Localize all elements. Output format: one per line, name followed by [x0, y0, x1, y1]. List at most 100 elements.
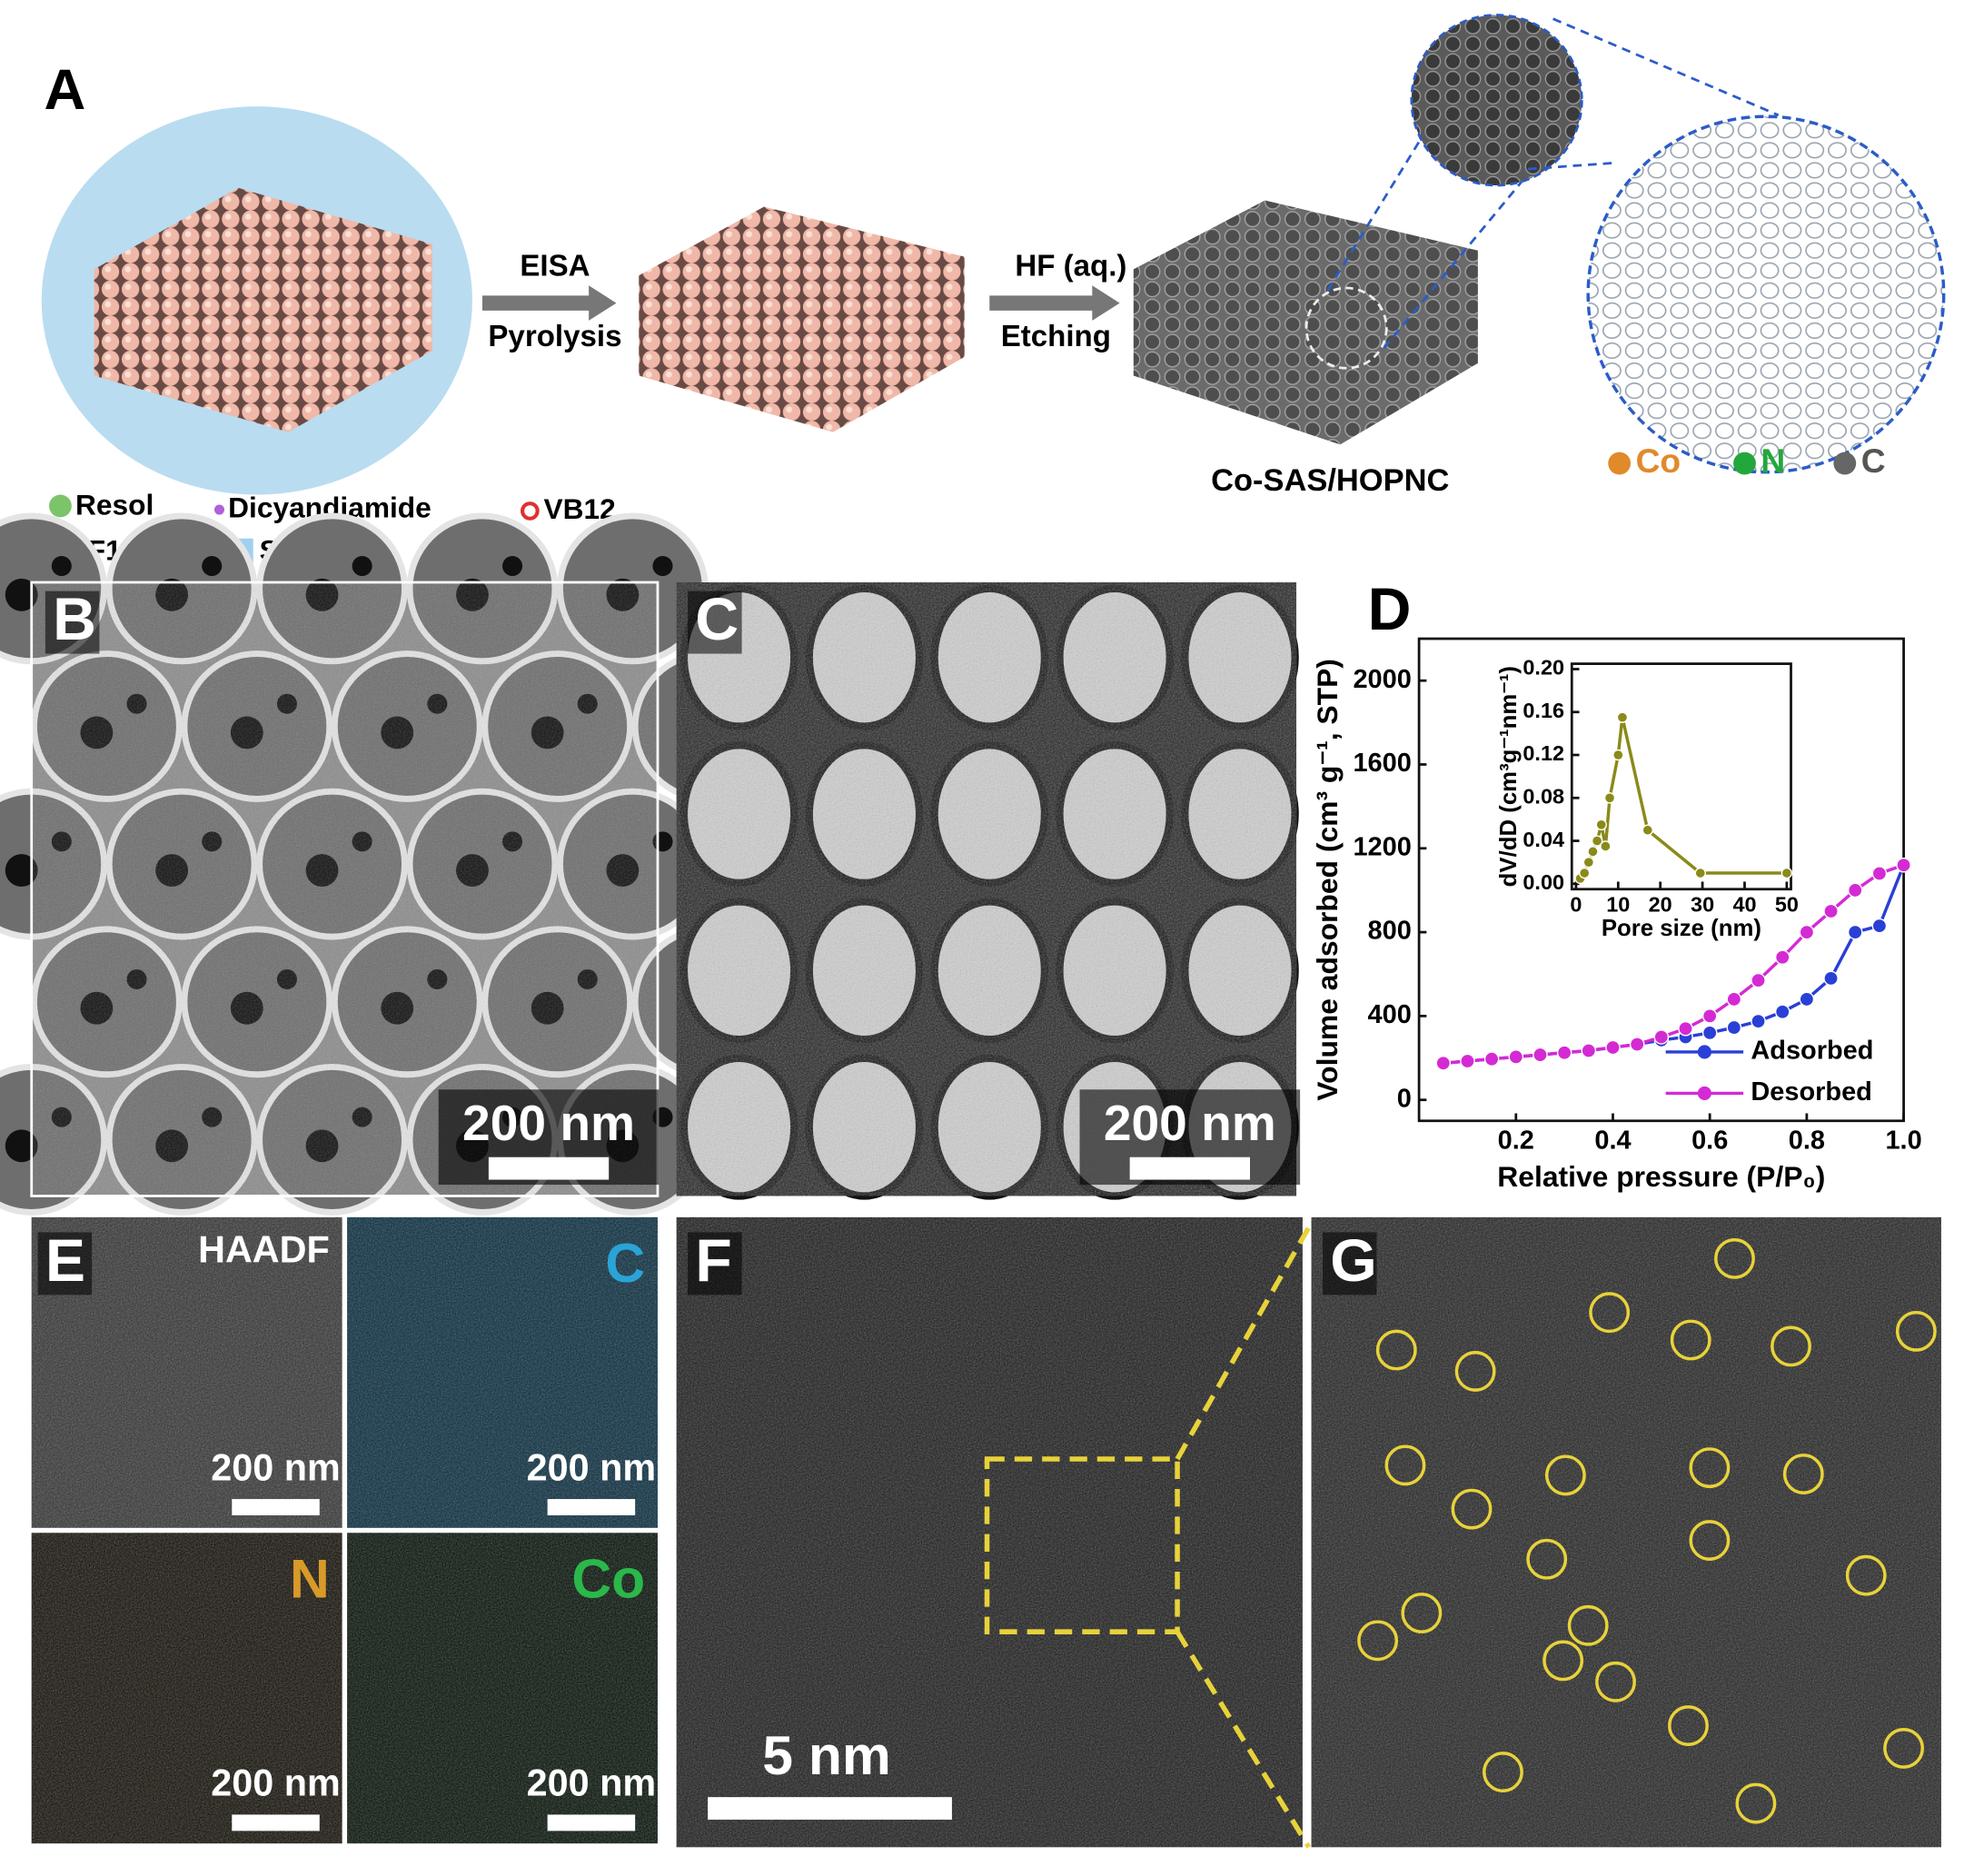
- data-point: [1508, 1049, 1524, 1065]
- map-title: HAADF: [198, 1228, 330, 1270]
- x-tick-label: 1.0: [1885, 1127, 1921, 1156]
- window: [5, 854, 38, 887]
- y-axis-label: Volume adsorbed (cm³ g⁻¹, STP): [1311, 659, 1344, 1101]
- panel-f: 5 nm F: [676, 1216, 1312, 1849]
- x-tick-label: 10: [1606, 893, 1630, 917]
- x-tick-label: 20: [1649, 893, 1672, 917]
- data-point: [1823, 970, 1839, 987]
- legend-dot: [1733, 452, 1756, 475]
- data-point: [1871, 918, 1888, 934]
- series-line: [1443, 863, 1905, 1066]
- data-point: [1799, 991, 1815, 1007]
- data-point: [1701, 1025, 1718, 1041]
- data-point: [1605, 1039, 1621, 1056]
- atom-marker: [1357, 1620, 1399, 1662]
- x-tick-label: 50: [1775, 893, 1799, 917]
- data-point: [1587, 846, 1599, 858]
- data-point: [1823, 903, 1839, 919]
- image-noise: [676, 1216, 1303, 1848]
- zoom-circle: [1410, 14, 1583, 187]
- element-label: N: [1761, 442, 1785, 480]
- x-tick-label: 0: [1570, 893, 1582, 917]
- atom-marker: [1845, 1554, 1887, 1596]
- y-axis-label: dV/dD (cm³g⁻¹nm⁻¹): [1496, 666, 1522, 887]
- data-point: [1726, 991, 1742, 1007]
- data-point: [1694, 867, 1706, 879]
- data-point: [1642, 824, 1653, 836]
- legend-label: Resol: [75, 489, 154, 521]
- step-label: HF (aq.): [1015, 250, 1126, 283]
- panel-b: B 200 nm: [0, 512, 784, 1216]
- data-point: [1581, 1043, 1597, 1058]
- data-point: [1847, 924, 1863, 940]
- data-point: [1595, 819, 1607, 831]
- data-point: [1582, 856, 1595, 869]
- atom-marker: [1526, 1538, 1568, 1580]
- x-tick-label: 0.6: [1691, 1127, 1728, 1156]
- x-axis-label: Pore size (nm): [1602, 916, 1761, 941]
- window: [502, 556, 523, 577]
- y-tick-label: 0.16: [1523, 699, 1564, 722]
- image-noise: [1311, 1216, 1941, 1848]
- legend-marker: [1697, 1045, 1711, 1059]
- label-bg: [688, 1232, 742, 1295]
- panel-g: G: [1311, 1216, 1941, 1848]
- scale-bar: [488, 1156, 610, 1180]
- x-tick-label: 0.8: [1789, 1127, 1825, 1156]
- atom-marker: [1451, 1488, 1493, 1530]
- template-slab: [94, 187, 432, 432]
- y-tick-label: 0: [1397, 1084, 1412, 1113]
- x-axis-label: Relative pressure (P/P₀): [1497, 1160, 1825, 1193]
- atom-marker: [1567, 1604, 1609, 1646]
- data-point: [1460, 1053, 1475, 1069]
- y-tick-label: 0.12: [1523, 741, 1564, 765]
- panel-label: C: [695, 586, 739, 653]
- arrow: [989, 285, 1120, 321]
- scale-label: 200 nm: [527, 1446, 656, 1488]
- element-label: Co: [1636, 442, 1681, 480]
- panel-a: A EISA Pyrolysis HF (aq.) Etching Co-SAS…: [41, 14, 1946, 566]
- arrows: [481, 285, 1120, 321]
- atom-marker: [1714, 1237, 1755, 1279]
- scale-label: 200 nm: [462, 1095, 635, 1151]
- atom-marker: [1689, 1520, 1731, 1561]
- window: [652, 556, 673, 577]
- atom-marker: [1384, 1444, 1426, 1486]
- label-bg: [1322, 1232, 1377, 1295]
- data-point: [1799, 924, 1815, 940]
- x-tick-label: 40: [1732, 893, 1756, 917]
- y-tick-label: 1200: [1353, 832, 1411, 861]
- y-tick-label: 2000: [1353, 665, 1411, 694]
- legend-marker: [1697, 1086, 1711, 1101]
- data-point: [1612, 749, 1624, 761]
- scale-bar: [708, 1797, 952, 1820]
- data-point: [1653, 1029, 1670, 1045]
- data-point: [1751, 972, 1766, 988]
- window: [51, 556, 72, 577]
- atom-marker: [1771, 1325, 1811, 1367]
- map-title: N: [290, 1547, 330, 1609]
- carbon-slab: [639, 206, 965, 432]
- scale-bar: [1129, 1156, 1250, 1180]
- scale-bar: [232, 1814, 320, 1831]
- legend-dot: [521, 501, 540, 521]
- data-point: [1726, 1019, 1742, 1036]
- atom-marker: [1689, 1447, 1731, 1489]
- atom-marker: [1454, 1351, 1496, 1392]
- y-tick-label: 400: [1368, 1000, 1412, 1029]
- atom-marker: [1542, 1640, 1584, 1682]
- data-point: [1774, 1004, 1790, 1020]
- atom-marker: [1544, 1454, 1586, 1496]
- panel-label: A: [45, 58, 86, 122]
- atom-marker: [1589, 1292, 1631, 1334]
- data-point: [1591, 835, 1603, 847]
- y-tick-label: 1600: [1353, 749, 1411, 778]
- data-point: [1701, 1008, 1718, 1024]
- frame: [30, 581, 660, 1197]
- window: [352, 556, 372, 577]
- y-tick-label: 0.08: [1523, 784, 1564, 808]
- y-tick-label: 800: [1368, 917, 1412, 946]
- element-label: C: [1861, 442, 1886, 480]
- panel-d: 0.2 0.4 0.6 0.8 1.00400800120016002000Relati…: [1311, 576, 1922, 1193]
- atom-marker: [1375, 1329, 1417, 1371]
